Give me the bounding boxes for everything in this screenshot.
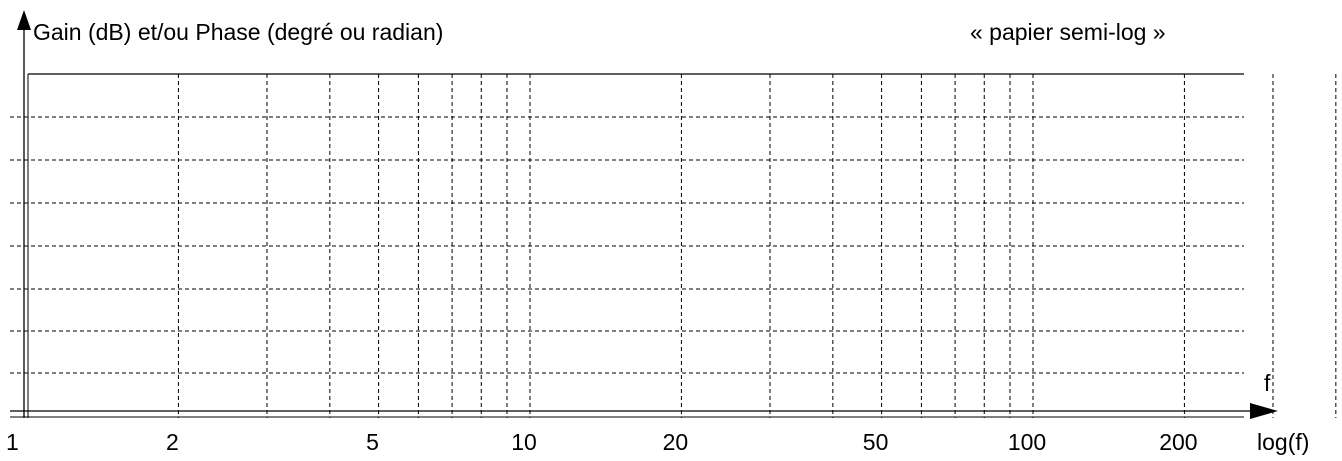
chart-title: Gain (dB) et/ou Phase (degré ou radian) bbox=[33, 19, 443, 45]
y-axis-arrow-icon bbox=[17, 10, 31, 30]
x-tick-label: 200 bbox=[1159, 429, 1197, 455]
x-tick-label: 100 bbox=[1008, 429, 1046, 455]
x-axis-caption: log(f) bbox=[1257, 429, 1309, 455]
x-tick-label: 1 bbox=[6, 429, 19, 455]
x-tick-label: 10 bbox=[511, 429, 537, 455]
x-tick-label: 50 bbox=[863, 429, 889, 455]
grid bbox=[10, 74, 1337, 418]
x-tick-label: 2 bbox=[166, 429, 179, 455]
x-axis-symbol: f bbox=[1264, 370, 1271, 396]
axes bbox=[10, 10, 1278, 419]
x-tick-label: 5 bbox=[366, 429, 379, 455]
x-tick-label: 20 bbox=[663, 429, 689, 455]
x-axis-arrow-icon bbox=[1250, 403, 1278, 419]
paper-type-label: « papier semi-log » bbox=[970, 19, 1166, 45]
x-tick-labels: 1251020501002005001k bbox=[6, 429, 1198, 455]
